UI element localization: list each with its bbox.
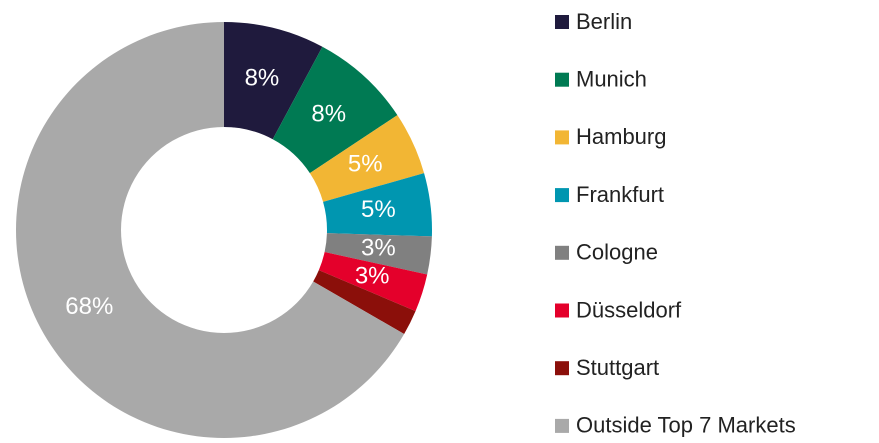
legend-label: Frankfurt bbox=[576, 182, 664, 207]
legend-swatch bbox=[555, 188, 569, 203]
slice bbox=[16, 22, 405, 438]
slice bbox=[224, 22, 323, 140]
value-label: 5% bbox=[348, 150, 383, 177]
legend-swatch bbox=[555, 72, 569, 87]
legend-swatch bbox=[555, 245, 569, 260]
slice bbox=[318, 252, 428, 312]
legend-swatch bbox=[555, 418, 569, 433]
legend-label: Hamburg bbox=[576, 124, 666, 149]
legend-swatch bbox=[555, 130, 569, 145]
slice bbox=[324, 233, 432, 275]
legend-label: Düsseldorf bbox=[576, 297, 682, 322]
legend-label: Munich bbox=[576, 67, 647, 92]
slice bbox=[272, 46, 398, 174]
value-label: 3% bbox=[355, 262, 390, 289]
legend-swatch bbox=[555, 303, 569, 318]
legend-label: Stuttgart bbox=[576, 355, 659, 380]
legend-swatch bbox=[555, 15, 569, 29]
legend-swatch bbox=[555, 361, 569, 376]
value-label: 5% bbox=[361, 196, 396, 223]
value-label: 3% bbox=[361, 234, 396, 261]
legend-label: Outside Top 7 Markets bbox=[576, 413, 796, 438]
slice bbox=[313, 270, 416, 334]
value-label: 68% bbox=[65, 293, 113, 320]
slice bbox=[323, 173, 432, 237]
slice bbox=[309, 115, 425, 202]
legend-label: Berlin bbox=[576, 9, 632, 34]
legend-label: Cologne bbox=[576, 240, 658, 265]
value-label: 8% bbox=[311, 100, 346, 127]
value-label: 8% bbox=[245, 65, 280, 92]
